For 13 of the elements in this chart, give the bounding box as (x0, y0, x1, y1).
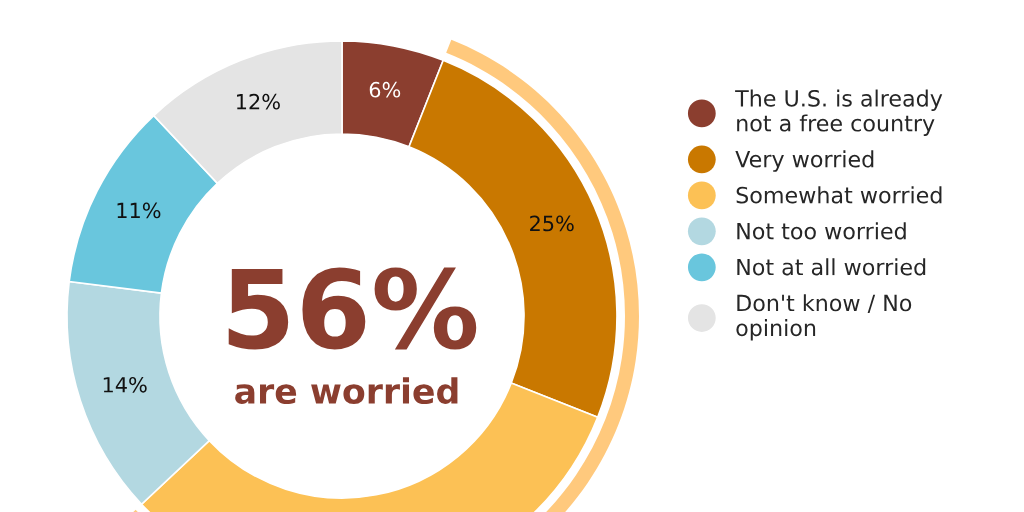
legend-label: Don't know / No opinion (736, 294, 912, 341)
legend-label: Somewhat worried (736, 186, 942, 204)
data-label: 6% (369, 81, 401, 98)
data-label: 25% (530, 215, 574, 232)
text: 56% (228, 267, 477, 350)
legend-label: Not too worried (737, 222, 906, 240)
legend-label: Not at all worried (737, 258, 926, 276)
data-label: 12% (237, 93, 280, 110)
text: are worried (235, 377, 458, 405)
data-label: 11% (117, 202, 161, 219)
legend-label: Very worried (735, 150, 874, 172)
legend-label: The U.S. is already not a free country (735, 89, 943, 136)
data-label: 14% (103, 376, 147, 393)
